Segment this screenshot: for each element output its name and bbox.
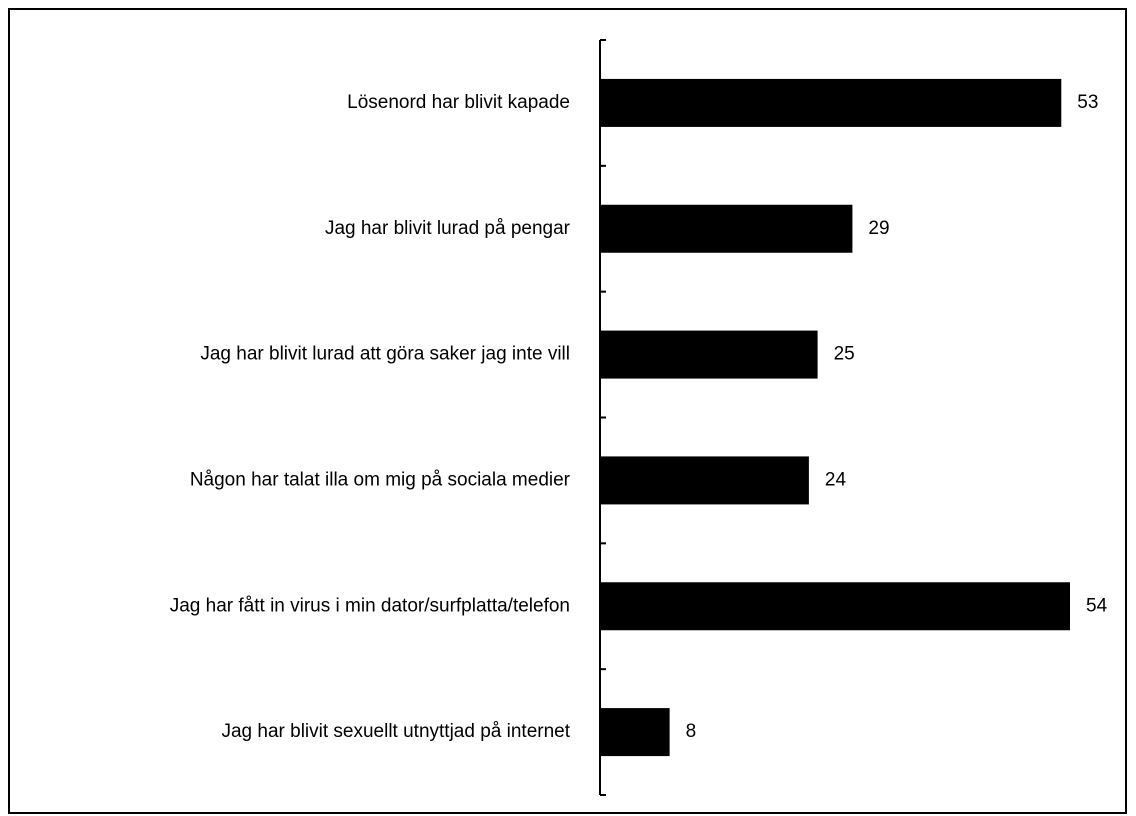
bar	[600, 204, 853, 253]
bar	[600, 78, 1062, 127]
category-labels: Lösenord har blivit kapade Jag har blivit…	[170, 92, 571, 742]
bars	[600, 78, 1070, 757]
category-label: Jag har blivit lurad på pengar	[325, 218, 571, 239]
category-label: Lösenord har blivit kapade	[347, 92, 570, 113]
category-label: Jag har blivit sexuellt utnyttjad på int…	[221, 721, 570, 742]
data-label: 8	[686, 721, 697, 742]
data-label: 25	[834, 344, 855, 365]
data-label: 53	[1077, 92, 1098, 113]
bar	[600, 330, 818, 379]
bar	[600, 582, 1070, 631]
category-label: Jag har blivit lurad att göra saker jag …	[200, 344, 570, 365]
bar-chart: Lösenord har blivit kapade Jag har blivit…	[170, 39, 1108, 796]
category-label: Jag har fått in virus i min dator/surfpl…	[170, 595, 570, 616]
data-label: 54	[1086, 595, 1108, 616]
value-labels: 53 29 25 24 54 8	[686, 92, 1108, 742]
bar	[600, 708, 670, 757]
axis-ticks	[600, 39, 606, 796]
category-label: Någon har talat illa om mig på sociala m…	[190, 469, 571, 490]
data-label: 24	[825, 469, 847, 490]
bar	[600, 456, 809, 505]
data-label: 29	[868, 218, 889, 239]
chart-frame: Lösenord har blivit kapade Jag har blivit…	[8, 8, 1127, 814]
